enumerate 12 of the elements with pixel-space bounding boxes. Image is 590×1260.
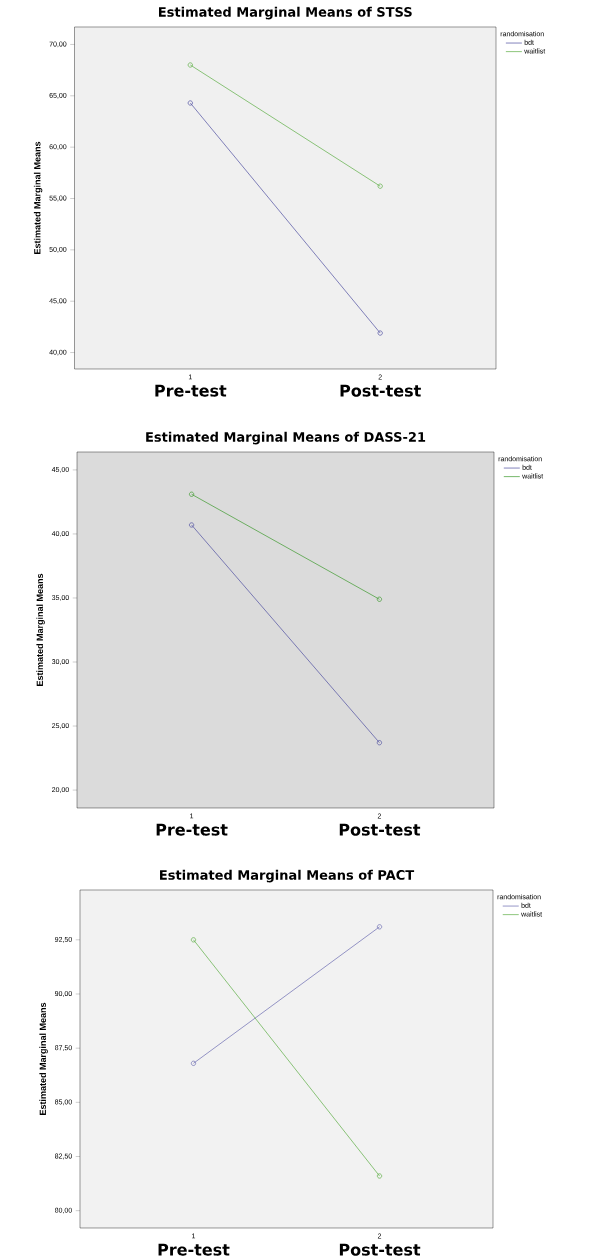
chart-title: Estimated Marginal Means of STSS: [159, 6, 412, 20]
x-tick-label: Post-test: [340, 384, 421, 397]
x-tick-label: Pre-test: [155, 384, 227, 397]
x-tick-label: Pre-test: [158, 1243, 230, 1256]
chart-title: Estimated Marginal Means of DASS-21: [146, 431, 426, 445]
x-tick-label: Post-test: [339, 823, 421, 836]
x-tick-label: Post-test: [339, 1243, 421, 1256]
y-axis-title: Estimated Marginal Means: [33, 141, 43, 254]
chart-title: Estimated Marginal Means of PACT: [160, 869, 415, 883]
y-axis-title: Estimated Marginal Means: [36, 573, 45, 686]
x-tick-label: Pre-test: [156, 823, 228, 836]
y-axis-title: Estimated Marginal Means: [39, 1002, 48, 1115]
